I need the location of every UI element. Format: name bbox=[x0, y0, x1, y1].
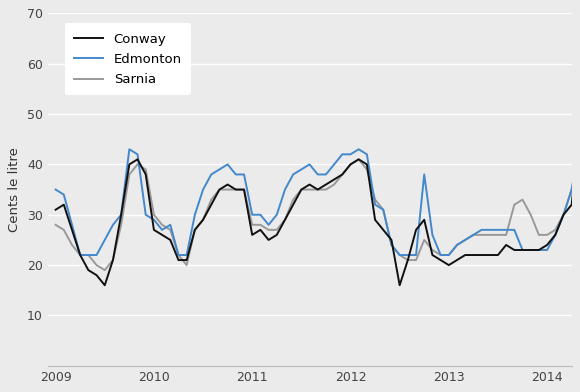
Edmonton bbox=[77, 253, 84, 258]
Conway bbox=[102, 283, 108, 288]
Conway bbox=[552, 232, 559, 237]
Line: Conway: Conway bbox=[56, 38, 580, 285]
Conway bbox=[93, 273, 100, 278]
Sarnia bbox=[52, 223, 59, 227]
Edmonton bbox=[224, 162, 231, 167]
Sarnia bbox=[552, 227, 559, 232]
Legend: Conway, Edmonton, Sarnia: Conway, Edmonton, Sarnia bbox=[65, 24, 191, 95]
Line: Edmonton: Edmonton bbox=[56, 119, 580, 255]
Sarnia bbox=[93, 263, 100, 267]
Sarnia bbox=[191, 227, 198, 232]
Conway bbox=[191, 227, 198, 232]
Edmonton bbox=[52, 187, 59, 192]
Sarnia bbox=[289, 197, 296, 202]
Conway bbox=[478, 253, 485, 258]
Y-axis label: Cents le litre: Cents le litre bbox=[8, 147, 21, 232]
Edmonton bbox=[552, 232, 559, 237]
Sarnia bbox=[478, 232, 485, 237]
Sarnia bbox=[224, 187, 231, 192]
Conway bbox=[289, 202, 296, 207]
Edmonton bbox=[289, 172, 296, 177]
Line: Sarnia: Sarnia bbox=[56, 144, 580, 270]
Conway bbox=[224, 182, 231, 187]
Edmonton bbox=[102, 238, 108, 242]
Edmonton bbox=[478, 227, 485, 232]
Sarnia bbox=[102, 268, 108, 272]
Edmonton bbox=[191, 212, 198, 217]
Conway bbox=[52, 207, 59, 212]
